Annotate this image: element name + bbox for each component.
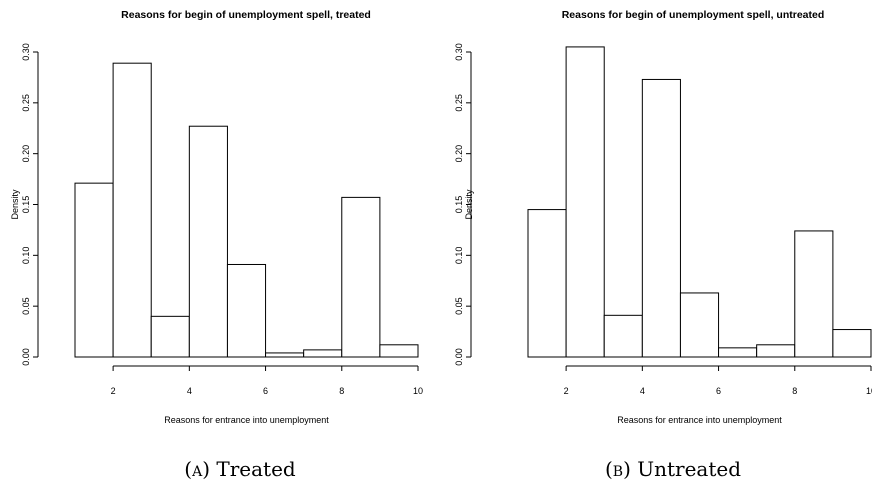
histogram-panel-treated: Reasons for begin of unemployment spell,… — [10, 9, 423, 481]
y-tick-label: 0.05 — [21, 297, 31, 315]
y-tick-label: 0.00 — [454, 348, 464, 366]
x-tick-label: 6 — [716, 386, 721, 396]
histogram-bar — [718, 347, 758, 358]
x-tick-label: 10 — [866, 386, 872, 396]
x-tick-label: 6 — [263, 386, 268, 396]
histogram-bar — [565, 46, 605, 358]
caption-letter: A — [191, 464, 203, 480]
histogram-bar — [150, 315, 190, 358]
histogram-bar — [74, 182, 114, 358]
histogram-bar — [341, 196, 381, 358]
histogram-bar — [794, 230, 834, 358]
x-tick-label: 10 — [413, 386, 423, 396]
x-tick-label: 4 — [640, 386, 645, 396]
caption-text: Treated — [216, 457, 296, 481]
histogram-bar — [188, 125, 228, 358]
y-axis-label: Density — [10, 189, 20, 220]
y-tick-label: 0.15 — [454, 196, 464, 214]
y-tick-label: 0.25 — [454, 94, 464, 112]
histogram-bar — [226, 263, 267, 358]
y-tick-label: 0.25 — [21, 94, 31, 112]
caption-letter: B — [613, 464, 623, 480]
histogram-bar — [265, 352, 305, 358]
histogram-bar — [603, 314, 643, 358]
y-tick-label: 0.30 — [454, 43, 464, 61]
y-tick-label: 0.20 — [454, 145, 464, 163]
y-tick-label: 0.10 — [454, 247, 464, 265]
histogram-bar — [641, 78, 681, 358]
y-tick-label: 0.30 — [21, 43, 31, 61]
chart-title: Reasons for begin of unemployment spell,… — [121, 9, 371, 21]
histogram-bar — [303, 349, 343, 358]
x-tick-label: 2 — [111, 386, 116, 396]
histogram-panel-untreated: Reasons for begin of unemployment spell,… — [454, 9, 872, 481]
y-tick-label: 0.15 — [21, 196, 31, 214]
x-tick-label: 8 — [339, 386, 344, 396]
caption-text: Untreated — [637, 457, 741, 481]
y-tick-label: 0.05 — [454, 297, 464, 315]
y-axis-label: Density — [464, 189, 474, 220]
histogram-bar — [679, 292, 720, 358]
x-tick-label: 8 — [792, 386, 797, 396]
x-axis-label: Reasons for entrance into unemployment — [617, 415, 782, 425]
chart-title: Reasons for begin of unemployment spell,… — [562, 9, 825, 21]
x-tick-label: 2 — [564, 386, 569, 396]
y-tick-label: 0.00 — [21, 348, 31, 366]
histogram-bar — [756, 344, 796, 358]
histogram-bar — [832, 329, 872, 358]
x-axis-label: Reasons for entrance into unemployment — [164, 415, 329, 425]
subfigure-caption: (B) Untreated — [605, 457, 741, 481]
y-tick-label: 0.10 — [21, 247, 31, 265]
histogram-bar — [379, 344, 419, 358]
histogram-bar — [112, 62, 152, 358]
subfigure-caption: (A) Treated — [184, 457, 296, 481]
x-tick-label: 4 — [187, 386, 192, 396]
histogram-bar — [527, 209, 567, 358]
y-tick-label: 0.20 — [21, 145, 31, 163]
